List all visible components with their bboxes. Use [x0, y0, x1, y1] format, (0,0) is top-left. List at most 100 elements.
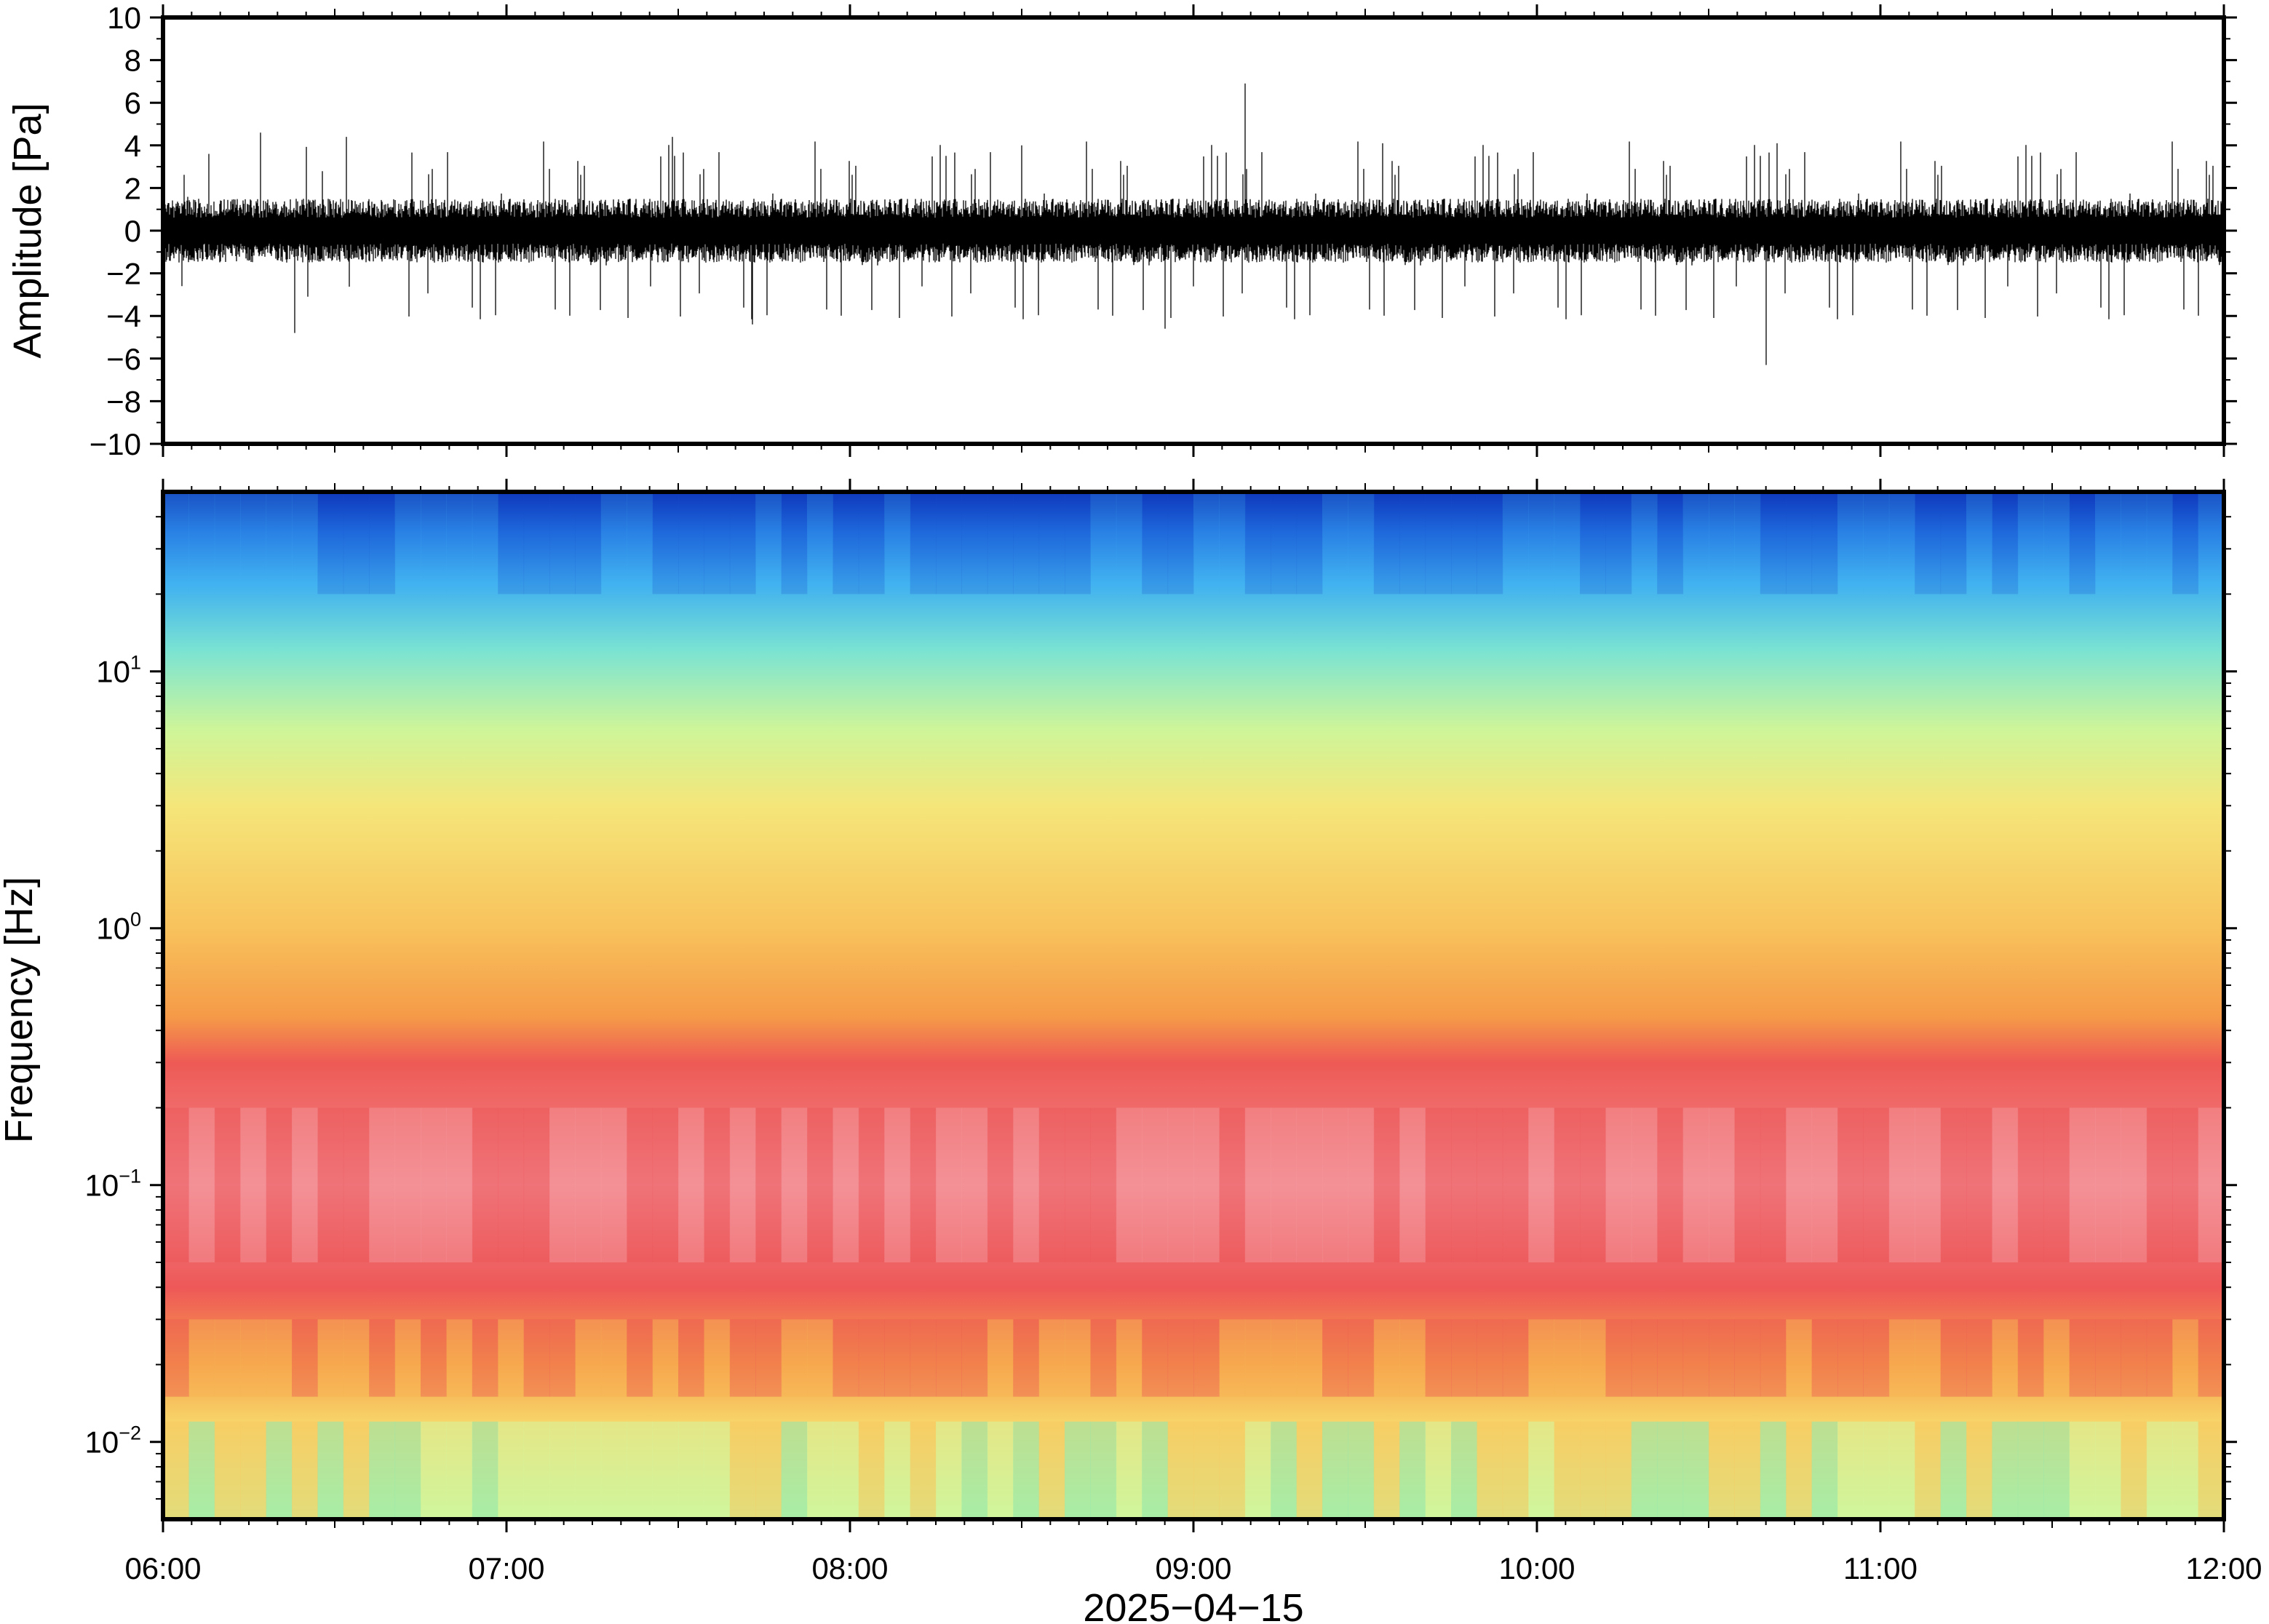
spectrogram-cell: [549, 492, 576, 594]
spectrogram-cell: [1528, 1421, 1555, 1519]
spectrogram-cell: [627, 1421, 653, 1519]
spectrogram-cell: [1116, 1107, 1143, 1262]
spectrogram-cell: [600, 492, 627, 594]
spectrogram-cell: [1631, 1107, 1658, 1262]
spectrogram-cell: [1477, 492, 1503, 594]
spectrogram-cell: [1477, 1421, 1503, 1519]
spectrogram-cell: [498, 1421, 525, 1519]
spectrogram-cell: [961, 1107, 988, 1262]
spectrogram-cell: [755, 1107, 782, 1262]
spectrogram-cell: [729, 1319, 756, 1397]
spectrogram-cell: [1322, 1319, 1348, 1397]
amplitude-tick-label: −6: [106, 342, 141, 376]
spectrogram-cell: [343, 1421, 370, 1519]
amplitude-tick-label: −2: [106, 257, 141, 291]
spectrogram-cell: [1193, 492, 1220, 594]
spectrogram-cell: [1167, 492, 1194, 594]
spectrogram-cell: [627, 1107, 653, 1262]
spectrogram-cell: [2198, 1319, 2224, 1397]
spectrogram-cell: [2172, 1421, 2199, 1519]
spectrogram-cell: [369, 1319, 396, 1397]
spectrogram-cell: [1399, 492, 1426, 594]
spectrogram-cell: [317, 1107, 344, 1262]
spectrogram-cell: [240, 1107, 267, 1262]
spectrogram-cell: [1966, 1107, 1992, 1262]
spectrogram-cell: [1657, 1319, 1684, 1397]
time-tick-label: 11:00: [1843, 1551, 1918, 1585]
spectrogram-cell: [523, 492, 550, 594]
spectrogram-cell: [214, 492, 241, 594]
spectrogram-cell: [910, 1319, 937, 1397]
spectrogram-cell: [1682, 1319, 1709, 1397]
spectrogram-cell: [1477, 1319, 1503, 1397]
spectrogram-cell: [214, 1421, 241, 1519]
amplitude-axis-title: Amplitude [Pa]: [6, 103, 49, 358]
spectrogram-cell: [678, 1319, 704, 1397]
spectrogram-cell: [1142, 1319, 1169, 1397]
spectrogram-cell: [961, 492, 988, 594]
spectrogram-cell: [729, 492, 756, 594]
spectrogram-cell: [1605, 1421, 1632, 1519]
spectrogram-cell: [1167, 1319, 1194, 1397]
frequency-tick-label: 101: [96, 652, 141, 689]
spectrogram-cell: [987, 1421, 1014, 1519]
spectrogram-cell: [1837, 1319, 1864, 1397]
spectrogram-cell: [2017, 1319, 2044, 1397]
spectrogram-cell: [2198, 492, 2224, 594]
spectrogram-cell: [1244, 492, 1271, 594]
spectrogram-cell: [2172, 492, 2199, 594]
spectrogram-cell: [884, 1107, 911, 1262]
spectrogram-cell: [549, 1319, 576, 1397]
spectrogram-cell: [1709, 1319, 1735, 1397]
spectrogram-cell: [472, 1319, 498, 1397]
spectrogram-cell: [2121, 1107, 2147, 1262]
spectrogram-cell: [317, 1319, 344, 1397]
spectrogram-cell: [1348, 1107, 1375, 1262]
spectrogram-cell: [1425, 492, 1452, 594]
spectrogram-cell: [1244, 1107, 1271, 1262]
spectrogram-cell: [781, 1107, 808, 1262]
spectrogram-cell: [1786, 492, 1813, 594]
spectrogram-cell: [1322, 1421, 1348, 1519]
time-tick-label: 08:00: [811, 1551, 888, 1585]
frequency-tick-label: 10−1: [84, 1166, 141, 1203]
spectrogram-cell: [1502, 492, 1529, 594]
spectrogram-cell: [292, 1319, 318, 1397]
spectrogram-cell: [1219, 1319, 1246, 1397]
spectrogram-cell: [1477, 1107, 1503, 1262]
spectrogram-cell: [2146, 1319, 2173, 1397]
spectrogram-cell: [1734, 1107, 1761, 1262]
spectrogram-cell: [1837, 492, 1864, 594]
spectrogram-cell: [1863, 1319, 1890, 1397]
spectrogram-cell: [1116, 1319, 1143, 1397]
spectrogram-cell: [678, 1107, 704, 1262]
spectrogram-cell: [1296, 492, 1323, 594]
spectrogram-cell: [1090, 492, 1117, 594]
spectrogram-cell: [214, 1107, 241, 1262]
spectrogram-cell: [1271, 1107, 1298, 1262]
spectrogram-cell: [2069, 1319, 2096, 1397]
spectrogram-cell: [1451, 1421, 1477, 1519]
amplitude-tick-label: 4: [124, 129, 141, 163]
spectrogram-cell: [188, 492, 215, 594]
spectrogram-cell: [1348, 1421, 1375, 1519]
spectrogram-cell: [2017, 1107, 2044, 1262]
spectrogram-cell: [1502, 1107, 1529, 1262]
spectrogram-cell: [421, 492, 447, 594]
spectrogram-cell: [214, 1319, 241, 1397]
amplitude-tick-label: −10: [90, 427, 141, 461]
spectrogram-cell: [575, 492, 602, 594]
spectrogram-cell: [1709, 492, 1735, 594]
spectrogram-cell: [910, 1421, 937, 1519]
spectrogram-cell: [163, 1421, 189, 1519]
spectrogram-cell: [833, 1421, 859, 1519]
spectrogram-panel: 101 100 10−1 10−2 06:00 07:00 08:00 09:00 10:00 1…: [0, 479, 2262, 1624]
spectrogram-cell: [961, 1421, 988, 1519]
spectrogram-cell: [1296, 1421, 1323, 1519]
spectrogram-cell: [884, 1319, 911, 1397]
spectrogram-cell: [755, 1421, 782, 1519]
spectrogram-cell: [1940, 492, 1967, 594]
spectrogram-cell: [1193, 1421, 1220, 1519]
spectrogram-cell: [1657, 492, 1684, 594]
